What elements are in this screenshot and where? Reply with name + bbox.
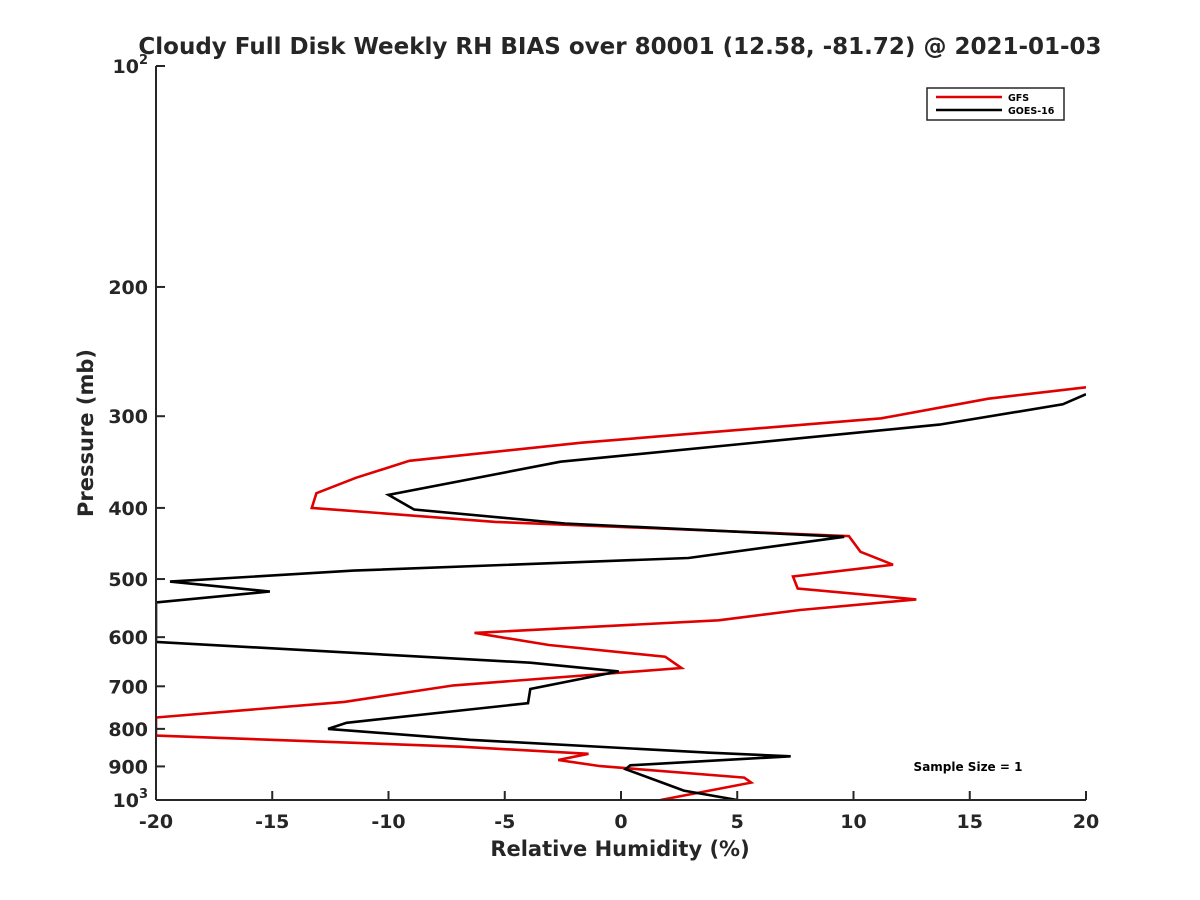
y-tick-label: 400 [108, 498, 148, 520]
x-tick-label: 20 [1073, 811, 1099, 833]
y-tick-label: 800 [108, 719, 148, 741]
y-tick-label: 900 [108, 756, 148, 778]
legend: GFS GOES-16 [926, 87, 1065, 121]
sample-size-annotation: Sample Size = 1 [914, 760, 1023, 774]
x-tick-label: 0 [614, 811, 627, 833]
x-tick-label: 10 [840, 811, 866, 833]
y-tick-label: 103 [113, 787, 149, 812]
y-tick-label: 102 [113, 53, 149, 78]
y-tick-label-exponent: 2 [139, 53, 148, 68]
y-tick-label: 600 [108, 627, 148, 649]
legend-box [926, 87, 1065, 121]
y-tick-label-exponent: 3 [139, 787, 148, 802]
y-tick-label: 200 [108, 277, 148, 299]
x-axis-ticks: -20 -15 -10 -5 0 5 10 15 20 [139, 791, 1099, 833]
x-tick-label: 5 [731, 811, 744, 833]
x-axis-label: Relative Humidity (%) [490, 837, 749, 861]
y-tick-label-base: 10 [113, 56, 139, 78]
x-tick-label: 15 [957, 811, 983, 833]
plot-area [156, 386, 1086, 800]
series-line-goes16 [156, 393, 1086, 800]
y-tick-label: 300 [108, 406, 148, 428]
x-tick-label: -15 [255, 811, 289, 833]
y-axis-label: Pressure (mb) [74, 349, 98, 517]
y-tick-label: 500 [108, 569, 148, 591]
x-tick-label: -10 [371, 811, 405, 833]
series-line-gfs [156, 386, 1086, 800]
y-tick-label-base: 10 [113, 790, 139, 812]
legend-label-goes16: GOES-16 [1008, 106, 1055, 117]
legend-label-gfs: GFS [1008, 93, 1029, 104]
x-tick-label: -5 [494, 811, 515, 833]
x-tick-label: -20 [139, 811, 173, 833]
y-tick-label: 700 [108, 676, 148, 698]
chart-title: Cloudy Full Disk Weekly RH BIAS over 800… [138, 34, 1101, 60]
